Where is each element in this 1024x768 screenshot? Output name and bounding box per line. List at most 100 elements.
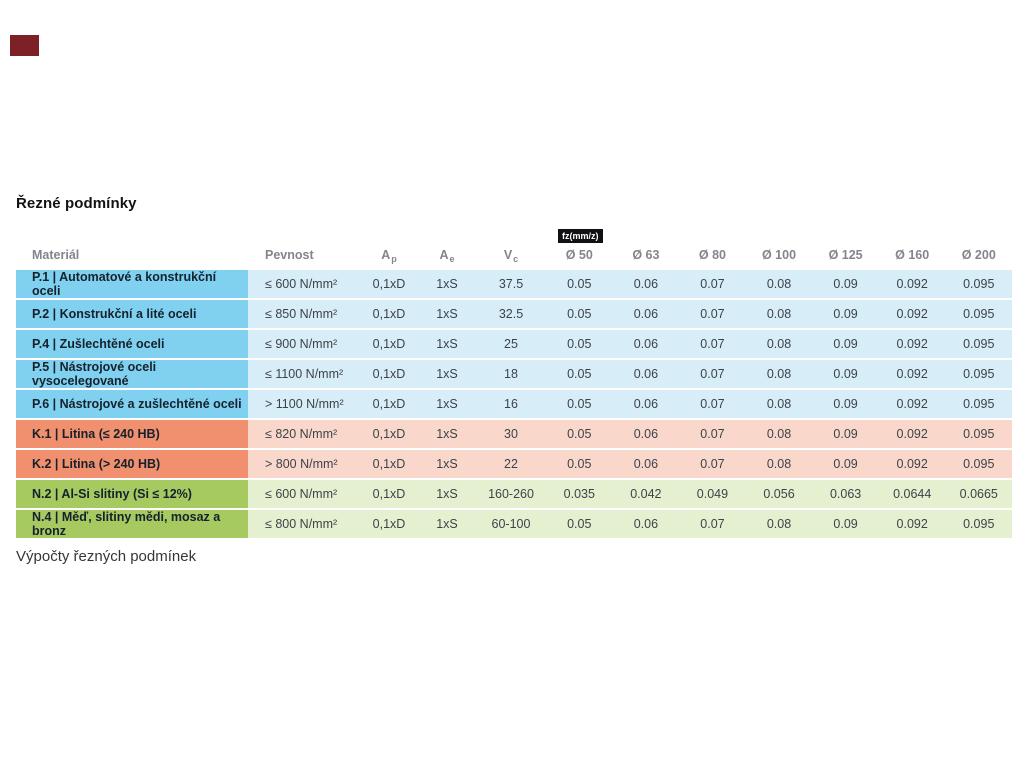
material-cell: P.4 | Zušlechtěné oceli bbox=[16, 330, 248, 358]
fz-cell-1: 0.06 bbox=[612, 270, 680, 298]
fz-cell-0: 0.05 bbox=[546, 300, 613, 328]
ae-subscript: e bbox=[449, 254, 455, 264]
fz-cell-6: 0.095 bbox=[945, 270, 1013, 298]
ae-cell: 1xS bbox=[418, 510, 476, 538]
vc-cell: 160-260 bbox=[476, 480, 546, 508]
fz-cell-2: 0.07 bbox=[679, 450, 746, 478]
vc-cell: 60-100 bbox=[476, 510, 546, 538]
vc-label: V bbox=[503, 248, 513, 262]
table-row-1: P.1 | Automatové a konstrukční oceli ≤ 60… bbox=[16, 270, 1013, 298]
table-row-7: K.2 | Litina (> 240 HB) > 800 N/mm² 0,1xD 1… bbox=[16, 450, 1013, 478]
fz-cell-0: 0.05 bbox=[546, 270, 613, 298]
col-header-pevnost: Pevnost bbox=[265, 248, 314, 262]
col-header-d50: Ø 50 bbox=[565, 248, 593, 262]
material-cell: P.5 | Nástrojové oceli vysocelegované bbox=[16, 360, 248, 388]
fz-cell-6: 0.095 bbox=[945, 420, 1013, 448]
col-header-d200: Ø 200 bbox=[961, 248, 996, 262]
vc-cell: 18 bbox=[476, 360, 546, 388]
fz-cell-5: 0.092 bbox=[878, 330, 946, 358]
ap-subscript: p bbox=[391, 254, 397, 264]
fz-cell-4: 0.09 bbox=[812, 330, 879, 358]
col-header-vc: Vc bbox=[476, 248, 546, 264]
fz-cell-3: 0.08 bbox=[745, 390, 813, 418]
pevnost-cell: > 1100 N/mm² bbox=[248, 390, 360, 418]
fz-cell-5: 0.0644 bbox=[878, 480, 946, 508]
material-cell: K.2 | Litina (> 240 HB) bbox=[16, 450, 248, 478]
ap-cell: 0,1xD bbox=[360, 360, 418, 388]
pevnost-cell: > 800 N/mm² bbox=[248, 450, 360, 478]
table-header-row: Materiál Pevnost Ap Ae Vc Ø 50 Ø 63 Ø 80… bbox=[16, 228, 1012, 270]
fz-cell-4: 0.09 bbox=[812, 390, 879, 418]
table-body: P.1 | Automatové a konstrukční oceli ≤ 60… bbox=[16, 270, 1013, 538]
fz-cell-2: 0.07 bbox=[679, 360, 746, 388]
vc-cell: 22 bbox=[476, 450, 546, 478]
fz-cell-6: 0.095 bbox=[945, 330, 1013, 358]
material-cell: N.4 | Měď, slitiny mědi, mosaz a bronz bbox=[16, 510, 248, 538]
fz-cell-4: 0.09 bbox=[812, 450, 879, 478]
fz-cell-2: 0.049 bbox=[679, 480, 746, 508]
fz-cell-5: 0.092 bbox=[878, 360, 946, 388]
ae-cell: 1xS bbox=[418, 300, 476, 328]
ap-cell: 0,1xD bbox=[360, 420, 418, 448]
material-cell: N.2 | Al-Si slitiny (Si ≤ 12%) bbox=[16, 480, 248, 508]
fz-cell-1: 0.06 bbox=[612, 450, 680, 478]
fz-cell-6: 0.095 bbox=[945, 360, 1013, 388]
fz-cell-1: 0.06 bbox=[612, 390, 680, 418]
material-cell: P.6 | Nástrojové a zušlechtěné oceli bbox=[16, 390, 248, 418]
ap-cell: 0,1xD bbox=[360, 300, 418, 328]
fz-cell-6: 0.095 bbox=[945, 510, 1013, 538]
fz-cell-2: 0.07 bbox=[679, 300, 746, 328]
fz-cell-3: 0.08 bbox=[745, 420, 813, 448]
fz-cell-6: 0.095 bbox=[945, 300, 1013, 328]
fz-cell-4: 0.09 bbox=[812, 360, 879, 388]
ap-cell: 0,1xD bbox=[360, 510, 418, 538]
fz-cell-1: 0.06 bbox=[612, 330, 680, 358]
fz-cell-0: 0.05 bbox=[546, 510, 613, 538]
ae-cell: 1xS bbox=[418, 420, 476, 448]
col-header-d125: Ø 125 bbox=[828, 248, 863, 262]
fz-cell-6: 0.0665 bbox=[945, 480, 1013, 508]
fz-cell-3: 0.08 bbox=[745, 360, 813, 388]
table-row-9: N.4 | Měď, slitiny mědi, mosaz a bronz ≤ … bbox=[16, 510, 1013, 538]
col-header-d160: Ø 160 bbox=[895, 248, 930, 262]
fz-cell-2: 0.07 bbox=[679, 330, 746, 358]
fz-cell-2: 0.07 bbox=[679, 270, 746, 298]
ap-cell: 0,1xD bbox=[360, 450, 418, 478]
col-header-ae: Ae bbox=[418, 248, 476, 264]
fz-cell-6: 0.095 bbox=[945, 390, 1013, 418]
fz-cell-4: 0.063 bbox=[812, 480, 879, 508]
col-header-d63: Ø 63 bbox=[632, 248, 660, 262]
fz-cell-0: 0.05 bbox=[546, 420, 613, 448]
ae-cell: 1xS bbox=[418, 330, 476, 358]
fz-cell-3: 0.08 bbox=[745, 270, 813, 298]
vc-cell: 37.5 bbox=[476, 270, 546, 298]
cutting-conditions-table: fz(mm/z) Materiál Pevnost Ap Ae Vc Ø 50 … bbox=[16, 228, 1013, 540]
fz-cell-3: 0.056 bbox=[745, 480, 813, 508]
fz-cell-5: 0.092 bbox=[878, 450, 946, 478]
col-header-material: Materiál bbox=[32, 248, 80, 262]
col-header-d100: Ø 100 bbox=[761, 248, 797, 262]
top-left-red-marker bbox=[10, 35, 39, 56]
fz-cell-2: 0.07 bbox=[679, 510, 746, 538]
fz-cell-4: 0.09 bbox=[812, 270, 879, 298]
material-cell: P.1 | Automatové a konstrukční oceli bbox=[16, 270, 248, 298]
vc-cell: 25 bbox=[476, 330, 546, 358]
ae-cell: 1xS bbox=[418, 480, 476, 508]
ae-cell: 1xS bbox=[418, 360, 476, 388]
fz-cell-6: 0.095 bbox=[945, 450, 1013, 478]
fz-cell-5: 0.092 bbox=[878, 510, 946, 538]
fz-cell-1: 0.06 bbox=[612, 510, 680, 538]
fz-cell-5: 0.092 bbox=[878, 420, 946, 448]
fz-cell-4: 0.09 bbox=[812, 420, 879, 448]
fz-cell-4: 0.09 bbox=[812, 300, 879, 328]
fz-cell-2: 0.07 bbox=[679, 420, 746, 448]
ap-label: A bbox=[381, 248, 391, 262]
vc-cell: 16 bbox=[476, 390, 546, 418]
fz-cell-0: 0.05 bbox=[546, 450, 613, 478]
fz-cell-5: 0.092 bbox=[878, 270, 946, 298]
material-cell: P.2 | Konstrukční a lité oceli bbox=[16, 300, 248, 328]
pevnost-cell: ≤ 820 N/mm² bbox=[248, 420, 360, 448]
fz-cell-3: 0.08 bbox=[745, 300, 813, 328]
ae-cell: 1xS bbox=[418, 450, 476, 478]
